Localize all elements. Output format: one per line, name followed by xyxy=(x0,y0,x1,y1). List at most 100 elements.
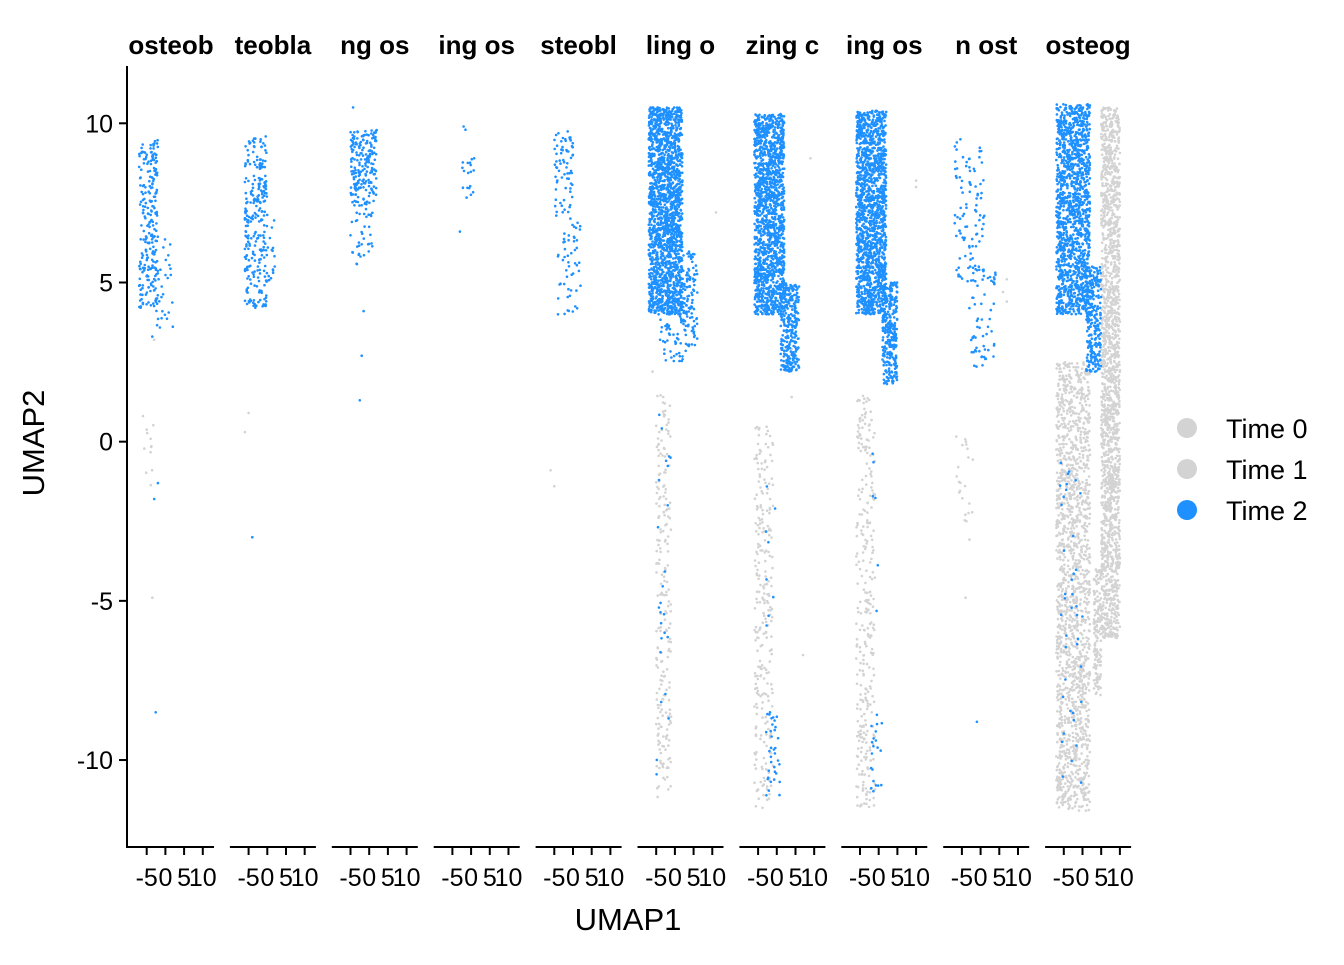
point-time2 xyxy=(686,343,689,347)
point-time0-1 xyxy=(144,471,148,475)
point-time2 xyxy=(658,273,662,277)
point-time2 xyxy=(353,204,356,207)
point-time2 xyxy=(759,183,762,186)
point-time2 xyxy=(681,355,684,358)
point-time2 xyxy=(358,161,361,165)
point-time0-1 xyxy=(790,395,793,399)
point-time2 xyxy=(244,224,248,228)
point-time2 xyxy=(660,330,663,334)
point-time2 xyxy=(782,206,786,209)
point-time2 xyxy=(674,205,678,208)
point-time2 xyxy=(138,305,141,309)
point-time2 xyxy=(149,213,152,217)
point-time2 xyxy=(648,254,651,257)
point-time0-1 xyxy=(755,529,758,533)
point-time2 xyxy=(681,171,684,175)
point-time0-1 xyxy=(764,722,767,725)
point-time2 xyxy=(756,213,759,217)
point-time2 xyxy=(663,243,666,246)
point-time2 xyxy=(153,266,156,269)
point-time2 xyxy=(680,231,684,235)
point-time0-1 xyxy=(767,533,771,537)
point-time2 xyxy=(258,258,261,262)
point-time2 xyxy=(663,227,666,230)
panel-5-points xyxy=(549,130,582,488)
point-time0-1 xyxy=(755,590,759,593)
point-time2 xyxy=(759,238,763,242)
point-time2 xyxy=(762,283,765,287)
point-time2 xyxy=(138,152,141,156)
point-time2 xyxy=(762,287,765,290)
point-time2 xyxy=(678,212,681,215)
point-time0-1 xyxy=(764,668,768,671)
point-time2 xyxy=(779,130,783,133)
point-time2 xyxy=(762,143,766,147)
point-time2 xyxy=(673,252,677,255)
point-time2 xyxy=(251,182,255,186)
point-time2 xyxy=(772,201,776,205)
point-time2 xyxy=(675,306,678,310)
point-time2 xyxy=(680,165,684,168)
point-time0-1 xyxy=(758,448,762,452)
point-time2 xyxy=(659,307,662,310)
point-time2 xyxy=(759,138,763,142)
point-time0-1 xyxy=(658,539,661,542)
point-time2 xyxy=(678,268,681,272)
point-time0-1 xyxy=(152,338,156,342)
point-time2 xyxy=(252,275,256,279)
point-time2 xyxy=(670,356,673,359)
point-time2 xyxy=(685,315,689,318)
point-time2 xyxy=(780,232,784,235)
point-time0-1 xyxy=(664,468,667,472)
point-time2 xyxy=(562,198,566,202)
point-time2 xyxy=(649,135,653,139)
point-time2 xyxy=(674,121,678,124)
point-time2 xyxy=(566,162,569,165)
point-time0-1 xyxy=(669,640,673,644)
point-time2 xyxy=(757,284,761,288)
point-time2 xyxy=(768,188,771,192)
point-time0-1 xyxy=(764,693,768,696)
point-time2 xyxy=(664,274,667,277)
point-time2 xyxy=(359,255,362,258)
point-time2 xyxy=(756,271,760,275)
point-time0-1 xyxy=(755,702,758,706)
point-time2 xyxy=(265,271,269,275)
point-time0-1 xyxy=(656,485,659,489)
point-time2 xyxy=(665,119,669,122)
point-time2 xyxy=(670,235,674,239)
point-time2 xyxy=(568,203,572,207)
point-time2 xyxy=(782,144,785,147)
point-time2 xyxy=(656,178,659,182)
point-time0-1 xyxy=(657,626,660,630)
point-time2 xyxy=(688,285,692,289)
point-time0-1 xyxy=(756,568,759,572)
point-time2 xyxy=(693,273,696,276)
point-time2 xyxy=(768,119,771,123)
point-time2 xyxy=(359,140,363,144)
point-time2 xyxy=(672,223,675,226)
point-time0-1 xyxy=(662,495,665,498)
point-time2 xyxy=(366,165,370,169)
point-time0-1 xyxy=(770,477,774,480)
point-time2 xyxy=(666,504,669,507)
point-time2 xyxy=(471,190,475,194)
point-time2 xyxy=(555,210,558,214)
point-time2 xyxy=(660,151,664,155)
point-time2 xyxy=(257,291,261,294)
point-time2 xyxy=(764,250,767,253)
point-time2 xyxy=(257,279,261,283)
point-time0-1 xyxy=(757,577,760,581)
point-time2 xyxy=(668,191,671,195)
point-time2 xyxy=(679,116,683,119)
point-time2 xyxy=(663,352,666,356)
point-time2 xyxy=(688,252,691,255)
point-time2 xyxy=(755,118,759,122)
point-time2 xyxy=(245,254,248,258)
point-time2 xyxy=(755,235,758,239)
point-time0-1 xyxy=(659,759,662,763)
point-time2 xyxy=(773,207,777,211)
point-time0-1 xyxy=(665,423,669,427)
point-time2 xyxy=(152,285,155,288)
point-time2 xyxy=(663,179,666,183)
